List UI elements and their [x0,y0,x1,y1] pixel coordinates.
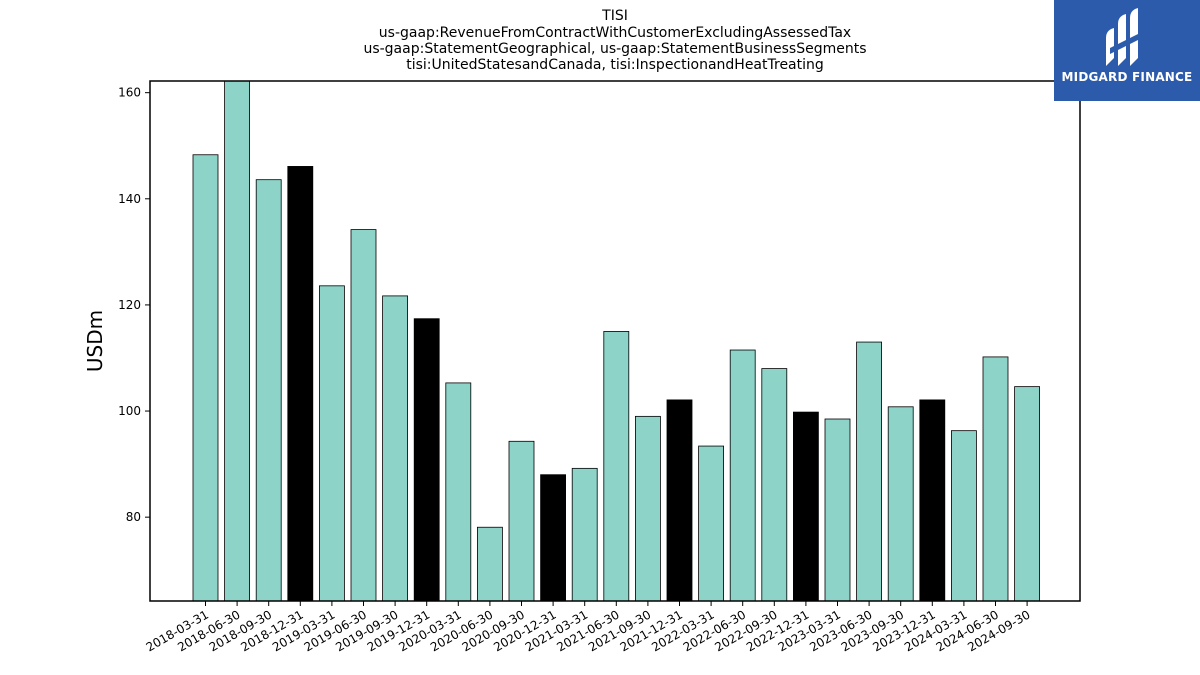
bar-2020-06-30 [476,526,503,602]
bar-2019-06-30 [350,229,377,602]
chart-title-line: us-gaap:RevenueFromContractWithCustomerE… [379,25,851,41]
bar-2022-09-30 [761,368,788,602]
midgard-finance-logo: MIDGARD FINANCE [1054,0,1200,101]
bar-2021-12-31 [666,399,693,602]
chart-title-line: tisi:UnitedStatesandCanada, tisi:Inspect… [406,57,824,73]
bar-2023-12-31 [919,399,946,602]
bar-2022-06-30 [729,349,756,602]
bar-2020-12-31 [540,474,566,602]
plot-frame [149,80,1081,602]
logo-mark-icon [1106,8,1142,66]
bar-2019-09-30 [382,295,409,602]
y-tick-label: 160 [118,86,141,100]
bar-2018-06-30 [224,80,251,602]
bars-group [192,80,1040,602]
bar-2024-09-30 [1014,386,1040,602]
bar-2021-09-30 [635,415,661,602]
chart-title: TISI us-gaap:RevenueFromContractWithCust… [363,8,866,73]
bar-2023-06-30 [856,341,882,602]
y-tick-label: 100 [118,404,141,418]
y-axis-label: USDm [83,310,107,372]
logo-text: MIDGARD FINANCE [1061,70,1193,84]
bar-2018-09-30 [255,179,282,602]
bar-2021-06-30 [603,331,630,602]
bar-2020-09-30 [508,440,535,602]
bar-2018-03-31 [192,154,219,602]
bar-2022-03-31 [698,445,724,602]
bar-2021-03-31 [571,467,598,602]
y-tick-label: 80 [126,510,141,524]
bar-2024-03-31 [951,430,977,602]
bar-2019-12-31 [413,318,440,602]
bar-2022-12-31 [793,411,819,602]
bar-2023-03-31 [824,418,851,602]
y-tick-label: 140 [118,192,141,206]
y-axis-ticks: 80 100 120 140 160 [118,86,150,524]
chart-title-line: TISI [601,8,628,24]
y-tick-label: 120 [118,298,141,312]
bar-2019-03-31 [318,285,345,602]
x-axis-ticks: 2018-03-312018-06-302018-09-302018-12-31… [144,601,1033,654]
bar-2020-03-31 [445,382,472,602]
bar-2023-09-30 [887,406,914,602]
bar-2018-12-31 [287,166,314,602]
chart-title-line: us-gaap:StatementGeographical, us-gaap:S… [363,41,866,57]
bar-2024-06-30 [982,356,1009,602]
